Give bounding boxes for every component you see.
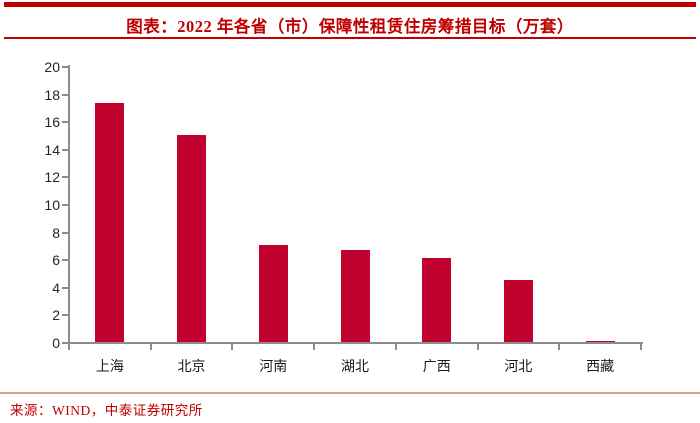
y-axis-tick xyxy=(62,121,68,124)
x-axis-tick xyxy=(313,344,316,350)
y-tick-label: 2 xyxy=(52,307,60,324)
x-category-label: 西藏 xyxy=(586,360,615,375)
y-tick-label: 16 xyxy=(44,114,60,131)
header-bottom-rule xyxy=(4,37,696,39)
bar xyxy=(422,257,452,342)
y-tick-label: 18 xyxy=(44,86,60,103)
bar xyxy=(503,279,533,342)
x-category-label: 广西 xyxy=(422,360,451,375)
bar xyxy=(95,103,125,342)
y-axis-tick xyxy=(62,286,68,289)
bar xyxy=(177,135,207,342)
x-axis-line xyxy=(63,342,643,344)
y-tick-label: 6 xyxy=(52,252,60,269)
x-axis-tick xyxy=(149,344,152,350)
y-tick-label: 14 xyxy=(44,141,60,158)
source-note: 来源：WIND，中泰证券研究所 xyxy=(10,403,203,418)
header-top-rule xyxy=(4,2,696,7)
bar xyxy=(258,245,288,342)
x-axis-tick xyxy=(231,344,234,350)
bar xyxy=(340,249,370,342)
x-axis-tick xyxy=(640,344,642,350)
y-tick-label: 8 xyxy=(52,224,60,241)
y-axis-tick xyxy=(62,204,68,206)
y-tick-label: 4 xyxy=(52,279,60,296)
y-tick-label: 10 xyxy=(44,197,60,213)
x-axis-tick xyxy=(68,344,70,350)
y-axis-tick xyxy=(62,93,68,96)
x-axis-tick xyxy=(558,344,561,350)
y-axis-tick xyxy=(62,176,68,179)
y-axis-line xyxy=(68,65,70,345)
x-axis-tick xyxy=(394,344,397,350)
y-axis-tick xyxy=(62,148,68,151)
y-axis-tick xyxy=(62,231,68,234)
x-category-label: 湖北 xyxy=(341,360,369,375)
y-tick-label: 12 xyxy=(44,169,60,186)
x-axis-tick xyxy=(476,344,479,350)
y-axis-tick xyxy=(62,259,68,262)
y-axis-tick xyxy=(62,66,68,68)
y-tick-label: 0 xyxy=(52,335,60,351)
y-tick-label: 20 xyxy=(44,59,60,75)
x-category-label: 北京 xyxy=(177,360,206,375)
x-category-label: 上海 xyxy=(95,360,124,375)
y-axis-tick xyxy=(62,342,68,344)
footer-rule xyxy=(0,392,700,394)
chart-title: 图表：2022 年各省（市）保障性租赁住房筹措目标（万套） xyxy=(126,17,574,36)
bar xyxy=(585,340,615,342)
y-axis-tick xyxy=(62,314,68,317)
x-category-label: 河南 xyxy=(259,360,288,375)
x-category-label: 河北 xyxy=(504,360,533,375)
